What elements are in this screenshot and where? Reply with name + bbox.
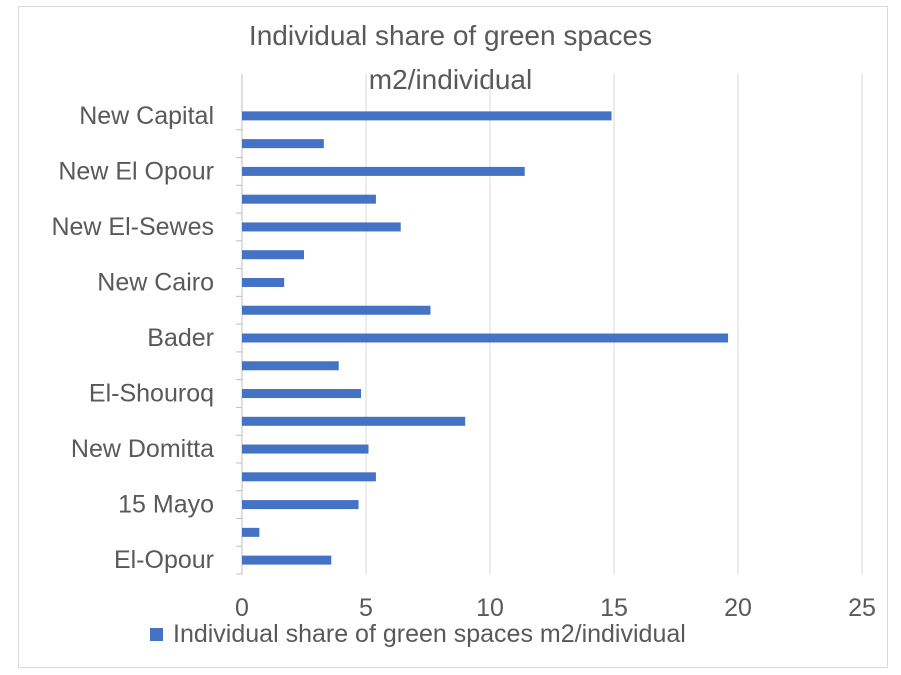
bar-6	[242, 389, 362, 399]
category-label-14: New El Opour	[58, 157, 214, 185]
legend: Individual share of green spaces m2/indi…	[150, 620, 686, 649]
bar-10	[242, 277, 285, 287]
category-label-2: 15 Mayo	[118, 491, 214, 519]
chart-title: Individual share of green spaces m2/indi…	[0, 14, 901, 102]
bar-15	[242, 139, 324, 149]
category-label-10: New Cairo	[97, 268, 214, 296]
category-label-12: New El-Sewes	[51, 213, 214, 241]
bar-12	[242, 222, 401, 232]
bar-0	[242, 555, 332, 565]
category-label-6: El-Shouroq	[89, 380, 214, 408]
category-label-8: Bader	[147, 324, 214, 352]
x-tick-label-0: 0	[235, 594, 249, 622]
bar-9	[242, 305, 431, 315]
category-label-0: El-Opour	[114, 546, 214, 574]
chart-title-line-2: m2/individual	[368, 64, 533, 95]
x-tick-label-5: 25	[848, 594, 876, 622]
x-tick-label-2: 10	[476, 594, 504, 622]
bar-16	[242, 111, 612, 121]
bar-2	[242, 500, 359, 510]
bar-1	[242, 527, 260, 537]
category-label-16: New Capital	[79, 102, 214, 130]
bar-13	[242, 194, 376, 204]
bar-11	[242, 250, 304, 260]
category-label-4: New Domitta	[71, 435, 214, 463]
legend-swatch	[150, 628, 163, 641]
x-tick-label-4: 20	[724, 594, 752, 622]
x-tick-label-1: 5	[359, 594, 373, 622]
x-tick-label-3: 15	[600, 594, 628, 622]
bar-14	[242, 166, 525, 176]
bar-8	[242, 333, 729, 343]
bar-7	[242, 361, 339, 371]
chart-title-line-1: Individual share of green spaces	[248, 20, 653, 51]
legend-label: Individual share of green spaces m2/indi…	[173, 620, 686, 648]
bar-4	[242, 444, 369, 454]
bar-3	[242, 472, 376, 482]
bar-5	[242, 416, 466, 426]
